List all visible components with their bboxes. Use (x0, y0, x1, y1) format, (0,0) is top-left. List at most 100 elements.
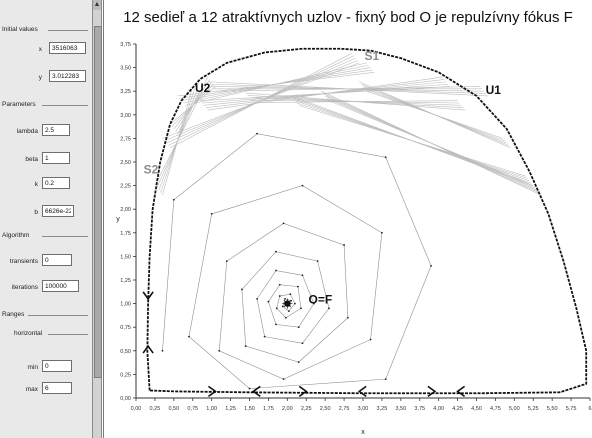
saddle-connection-line (328, 100, 534, 186)
orbit-point (287, 310, 290, 313)
orbit-point (294, 302, 296, 305)
scrollbar-thumb[interactable] (94, 26, 102, 378)
flow-arrow-icon (357, 385, 367, 398)
saddle-connection-line (215, 86, 481, 92)
x-tick-label: 5,25 (528, 406, 539, 412)
x-tick-label: 0,50 (168, 406, 179, 412)
x-tick-label: 5,50 (547, 406, 558, 412)
orbit-point (248, 387, 251, 390)
orbit-point (430, 264, 432, 267)
y-label: y (38, 74, 42, 81)
horizontal-header: horizontal (14, 330, 43, 337)
orbit-point (225, 260, 228, 263)
x-tick-label: 1,50 (244, 406, 255, 412)
saddle-connection-line (298, 105, 526, 177)
min-label: min (27, 364, 38, 371)
annotation-label: S1 (365, 49, 380, 63)
initial-values-header: Initial values (2, 26, 38, 33)
orbit-point (244, 345, 247, 347)
y-axis-label: y (116, 216, 120, 223)
k-label: k (34, 181, 38, 188)
transients-input[interactable] (42, 254, 72, 266)
orbit-point (241, 288, 243, 291)
x-tick-label: 4,50 (471, 406, 482, 412)
flow-arrow-icon (298, 385, 308, 398)
x-tick-label: 4,25 (452, 406, 463, 412)
x-tick-label: 0,00 (131, 406, 142, 412)
b-input[interactable] (42, 205, 74, 217)
orbit-point (256, 132, 258, 135)
orbit-point (297, 285, 299, 288)
orbit-point (188, 335, 190, 338)
y-tick-label: 3,00 (120, 113, 131, 119)
x-tick-label: 0,75 (187, 406, 198, 412)
x-tick-label: 2,50 (320, 406, 331, 412)
orbit-point (282, 378, 285, 381)
scroll-up-arrow-icon[interactable]: ▲ (93, 0, 101, 10)
y-tick-label: 2,75 (120, 136, 131, 142)
flow-arrow-icon (427, 385, 437, 398)
orbit-point (210, 213, 213, 215)
saddle-connection-line (207, 76, 443, 111)
x-tick-label: 2,00 (282, 406, 293, 412)
x-tick-label: 6 (588, 406, 591, 412)
annotation-label: S2 (144, 162, 159, 176)
y-tick-label: 0,25 (120, 372, 131, 378)
initial-values-divider (48, 30, 88, 31)
k-input[interactable] (42, 177, 70, 189)
parameters-header: Parameters (2, 101, 36, 108)
x-tick-label: 1,75 (263, 406, 274, 412)
y-tick-label: 3,25 (120, 89, 131, 95)
flow-arrow-icon (142, 291, 154, 301)
algorithm-divider (42, 236, 88, 237)
y-tick-label: 1,50 (120, 254, 131, 260)
flow-arrow-icon (251, 385, 261, 398)
orbit-point (256, 297, 258, 300)
saddle-connection-line (169, 53, 352, 149)
orbit-point (267, 300, 270, 303)
beta-label: beta (25, 156, 38, 163)
transients-label: transients (9, 258, 38, 265)
plot-area: 12 sedieľ a 12 atraktívnych uzlov - fixn… (104, 0, 592, 438)
saddle-connection-line (253, 100, 458, 103)
initial-x-input[interactable] (49, 42, 86, 54)
orbit-point (278, 283, 281, 286)
annotation-label: O=F (309, 293, 333, 307)
saddle-connection-line (366, 90, 504, 139)
algorithm-header: Algorithm (2, 232, 30, 239)
panel-divider (103, 0, 104, 438)
y-tick-label: 0,50 (120, 349, 131, 355)
x-tick-label: 0,25 (150, 406, 161, 412)
min-input[interactable] (42, 360, 72, 372)
orbit-point (297, 361, 300, 364)
y-tick-label: 2,00 (120, 207, 131, 213)
orbit-point (297, 326, 300, 329)
initial-y-input[interactable] (49, 70, 86, 82)
max-input[interactable] (42, 382, 72, 394)
orbit-point (316, 260, 319, 263)
orbit-point (275, 323, 277, 326)
fixed-point-ray (283, 303, 288, 308)
x-tick-label: 5,00 (509, 406, 520, 412)
y-tick-label: 2,50 (120, 160, 131, 166)
x-tick-label: 3,75 (414, 406, 425, 412)
saddle-connection-line (162, 86, 194, 196)
x-tick-label: 3,25 (377, 406, 388, 412)
orbit-point (275, 307, 278, 310)
iterations-label: iterations (11, 284, 38, 291)
flow-arrow-icon (207, 385, 217, 398)
y-tick-label: 1,00 (120, 302, 131, 308)
orbit-point (275, 269, 277, 272)
y-tick-label: 1,75 (120, 231, 131, 237)
panel-scrollbar[interactable]: ▲ (92, 0, 102, 438)
orbit-point (381, 231, 383, 234)
flow-arrow-icon (456, 385, 466, 398)
lambda-input[interactable] (42, 124, 70, 136)
iterations-input[interactable] (42, 280, 79, 292)
horizontal-divider (48, 334, 88, 335)
x-tick-label: 5,75 (566, 406, 577, 412)
orbit-point (278, 295, 281, 297)
chart-title: 12 sedieľ a 12 atraktívnych uzlov - fixn… (123, 9, 573, 26)
beta-input[interactable] (42, 152, 70, 164)
